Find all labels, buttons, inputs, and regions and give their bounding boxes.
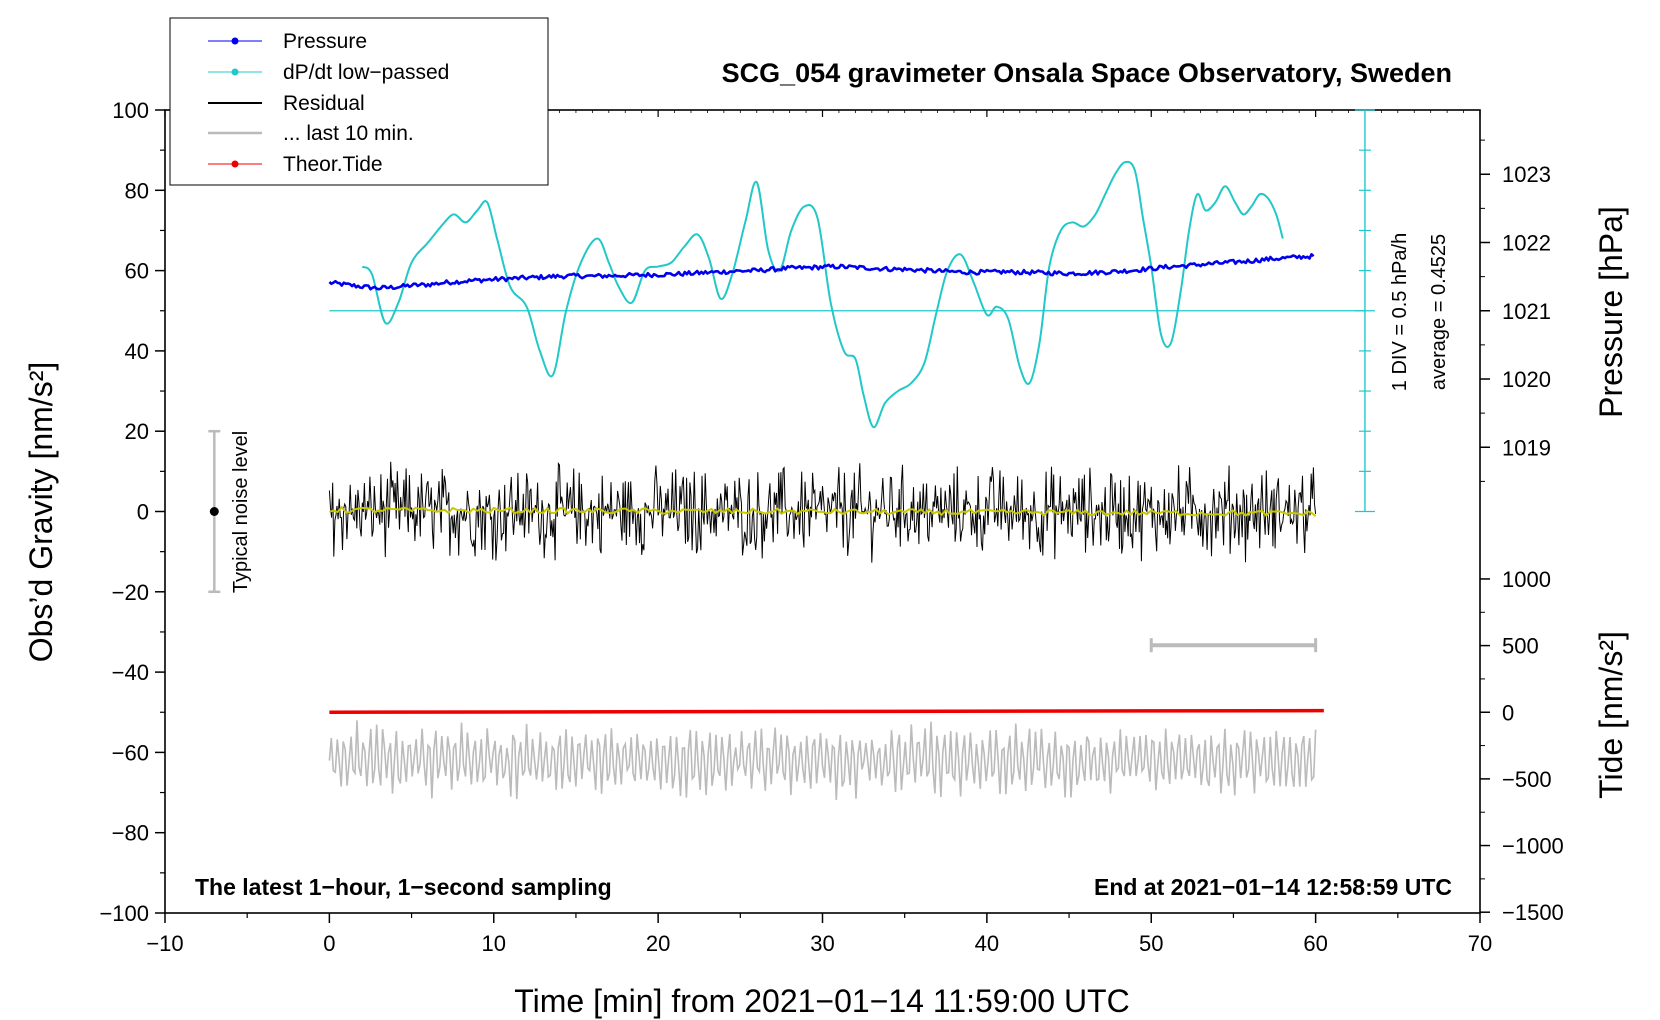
x-tick-label: 50 bbox=[1139, 931, 1163, 956]
y-tick-label: 40 bbox=[125, 339, 149, 364]
noise-bar-center bbox=[209, 507, 219, 516]
y-tick-label: 100 bbox=[112, 98, 149, 123]
residual-smoothed-curve bbox=[329, 505, 1317, 518]
last10-waveform bbox=[328, 720, 1317, 801]
y-tick-label: 80 bbox=[125, 178, 149, 203]
pressure-curve bbox=[328, 253, 1315, 291]
y-axis-title-pressure: Pressure [hPa] bbox=[1593, 206, 1629, 418]
legend-marker-dpdt bbox=[231, 68, 239, 76]
legend-label-tide: Theor.Tide bbox=[283, 153, 383, 176]
tide-tick-label: −1500 bbox=[1502, 900, 1564, 925]
pressure-tick-label: 1022 bbox=[1502, 230, 1551, 255]
tide-tick-label: −1000 bbox=[1502, 834, 1564, 859]
legend-label-dpdt: dP/dt low−passed bbox=[283, 61, 449, 84]
axis-ticks: −10 0 10 20 30 40 50 60 70−100−80−60−40−20020406… bbox=[99, 98, 1563, 956]
legend-marker-tide bbox=[231, 160, 239, 168]
legend-label-pressure: Pressure bbox=[283, 30, 367, 53]
x-tick-label: 60 bbox=[1303, 931, 1327, 956]
y-tick-label: 60 bbox=[125, 259, 149, 284]
tide-tick-label: 0 bbox=[1502, 700, 1514, 725]
y-axis-title-left: Obs’d Gravity [nm/s²] bbox=[23, 362, 59, 663]
tide-tick-label: 500 bbox=[1502, 634, 1539, 659]
y-tick-label: −20 bbox=[112, 580, 149, 605]
y-tick-label: −40 bbox=[112, 660, 149, 685]
tide-tick-label: 1000 bbox=[1502, 567, 1551, 592]
sampling-note: The latest 1−hour, 1−second sampling bbox=[195, 874, 612, 900]
pressure-tick-label: 1019 bbox=[1502, 435, 1551, 460]
tide-curve bbox=[329, 708, 1324, 714]
y-tick-label: −60 bbox=[112, 740, 149, 765]
chart-title: SCG_054 gravimeter Onsala Space Observat… bbox=[722, 58, 1452, 88]
x-axis-title: Time [min] from 2021−01−14 11:59:00 UTC bbox=[514, 983, 1129, 1019]
legend-box bbox=[169, 17, 549, 186]
y-tick-label: −80 bbox=[112, 821, 149, 846]
y-axis-title-tide: Tide [nm/s²] bbox=[1593, 631, 1629, 799]
x-tick-label: 30 bbox=[810, 931, 834, 956]
x-tick-label: 0 bbox=[323, 931, 335, 956]
noise-level-bar bbox=[208, 429, 221, 594]
pressure-tick-label: 1023 bbox=[1502, 162, 1551, 187]
x-tick-label: 20 bbox=[646, 931, 670, 956]
data-series bbox=[328, 109, 1375, 801]
noise-level-label: Typical noise level bbox=[230, 431, 252, 593]
pressure-tick-label: 1021 bbox=[1502, 299, 1551, 324]
residual-curve bbox=[328, 461, 1317, 563]
legend-label-last10: ... last 10 min. bbox=[283, 122, 414, 145]
x-tick-label: 10 bbox=[482, 931, 506, 956]
scale-average-label: average = 0.4525 bbox=[1428, 234, 1450, 390]
legend-marker-pressure bbox=[231, 37, 239, 45]
dpdt-curve bbox=[361, 160, 1284, 429]
x-tick-label: 40 bbox=[975, 931, 999, 956]
x-tick-label: 70 bbox=[1468, 931, 1492, 956]
y-tick-label: 20 bbox=[125, 419, 149, 444]
legend-label-residual: Residual bbox=[283, 92, 365, 115]
end-time-note: End at 2021−01−14 12:58:59 UTC bbox=[1094, 874, 1452, 900]
pressure-tick-label: 1020 bbox=[1502, 367, 1551, 392]
y-tick-label: 0 bbox=[137, 500, 149, 525]
legend: Pressure dP/dt low−passed Residual ... l… bbox=[169, 17, 549, 186]
y-tick-label: −100 bbox=[99, 901, 149, 926]
tide-tick-label: −500 bbox=[1502, 767, 1552, 792]
scale-div-label: 1 DIV = 0.5 hPa/h bbox=[1389, 233, 1411, 391]
x-tick-label: −10 bbox=[146, 931, 183, 956]
